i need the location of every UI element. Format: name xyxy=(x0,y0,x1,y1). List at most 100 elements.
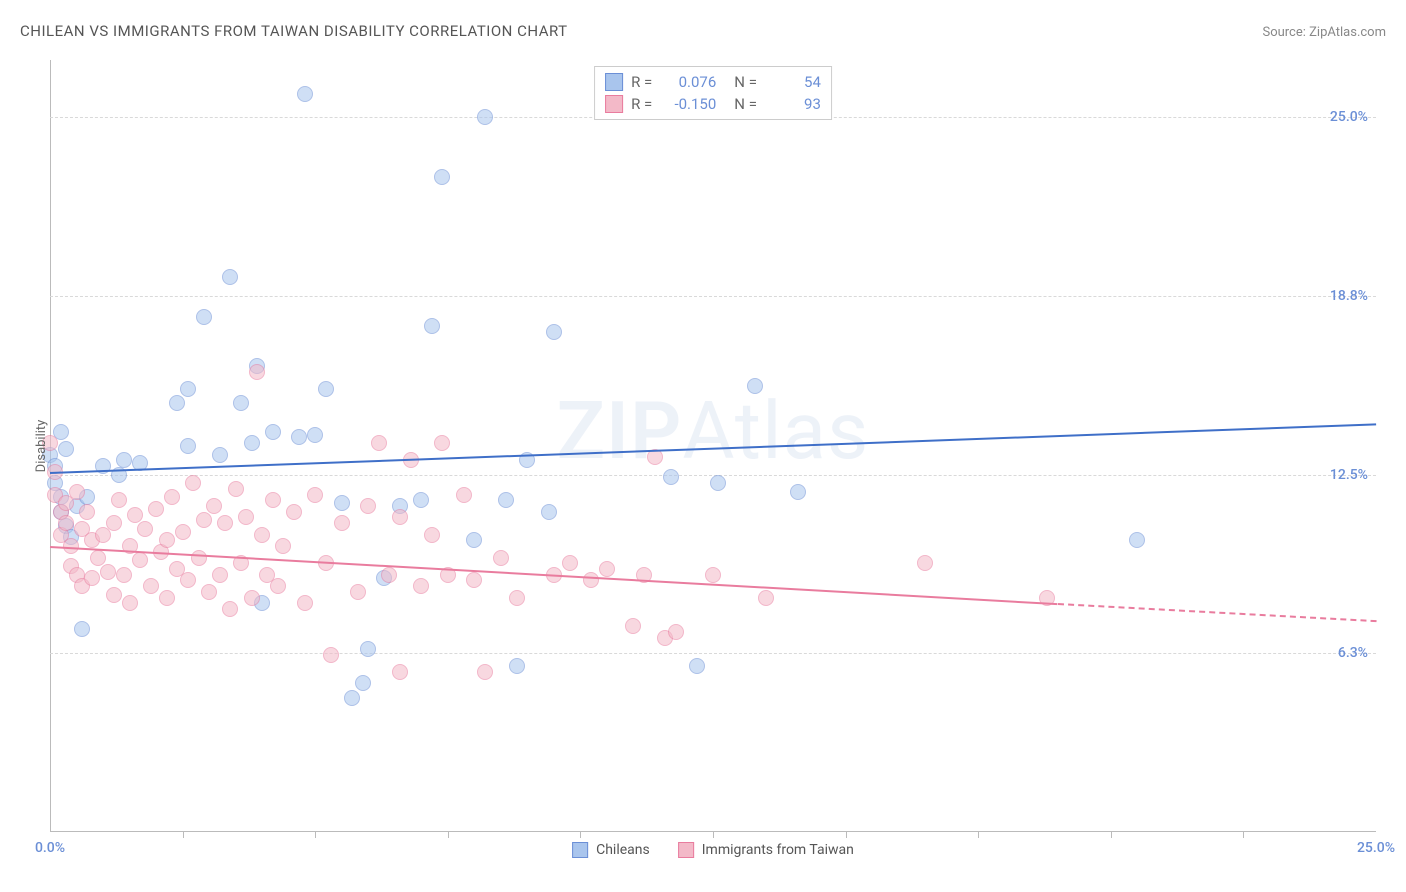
x-tick-mark xyxy=(580,832,581,838)
scatter-point xyxy=(217,515,233,531)
scatter-point xyxy=(307,427,323,443)
scatter-point xyxy=(541,504,557,520)
scatter-point xyxy=(84,570,100,586)
scatter-point xyxy=(244,590,260,606)
grid-line xyxy=(50,653,1376,654)
legend-r-value: -0.150 xyxy=(660,95,716,113)
scatter-point xyxy=(509,658,525,674)
trend-line xyxy=(50,546,1058,605)
scatter-point xyxy=(164,489,180,505)
x-tick-mark xyxy=(713,832,714,838)
scatter-point xyxy=(111,492,127,508)
scatter-point xyxy=(493,550,509,566)
scatter-point xyxy=(116,567,132,583)
scatter-point xyxy=(169,395,185,411)
y-axis-label: Disability xyxy=(34,420,49,473)
scatter-point xyxy=(498,492,514,508)
scatter-point xyxy=(90,550,106,566)
scatter-point xyxy=(79,504,95,520)
scatter-point xyxy=(212,567,228,583)
scatter-point xyxy=(286,504,302,520)
scatter-point xyxy=(143,578,159,594)
scatter-point xyxy=(69,484,85,500)
x-tick-mark xyxy=(448,832,449,838)
scatter-point xyxy=(917,555,933,571)
scatter-point xyxy=(456,487,472,503)
scatter-point xyxy=(583,572,599,588)
legend-swatch xyxy=(678,842,694,858)
scatter-point xyxy=(265,492,281,508)
scatter-point xyxy=(148,501,164,517)
scatter-point xyxy=(201,584,217,600)
scatter-point xyxy=(191,550,207,566)
scatter-point xyxy=(233,395,249,411)
scatter-point xyxy=(180,438,196,454)
scatter-point xyxy=(127,507,143,523)
scatter-point xyxy=(244,435,260,451)
scatter-point xyxy=(747,378,763,394)
scatter-point xyxy=(392,509,408,525)
scatter-point xyxy=(175,524,191,540)
scatter-point xyxy=(371,435,387,451)
scatter-point xyxy=(122,595,138,611)
legend-r-label: R = xyxy=(631,73,652,91)
scatter-point xyxy=(392,664,408,680)
chart-area: ZIPAtlas 25.0%18.8%12.5%6.3%0.0%25.0% Di… xyxy=(50,60,1376,832)
grid-line xyxy=(50,296,1376,297)
scatter-point xyxy=(334,495,350,511)
scatter-point xyxy=(307,487,323,503)
scatter-point xyxy=(106,515,122,531)
scatter-point xyxy=(270,578,286,594)
scatter-point xyxy=(546,324,562,340)
series-legend: ChileansImmigrants from Taiwan xyxy=(572,842,854,858)
scatter-point xyxy=(275,538,291,554)
scatter-point xyxy=(318,381,334,397)
y-tick-label: 25.0% xyxy=(1330,109,1368,125)
legend-row: R =-0.150N =93 xyxy=(605,93,821,115)
scatter-point xyxy=(159,590,175,606)
scatter-point xyxy=(360,641,376,657)
scatter-point xyxy=(222,269,238,285)
scatter-point xyxy=(132,552,148,568)
scatter-point xyxy=(297,86,313,102)
scatter-point xyxy=(58,441,74,457)
scatter-point xyxy=(291,429,307,445)
scatter-point xyxy=(599,561,615,577)
x-tick-mark xyxy=(846,832,847,838)
scatter-point xyxy=(381,567,397,583)
scatter-point xyxy=(413,492,429,508)
scatter-point xyxy=(265,424,281,440)
scatter-point xyxy=(196,512,212,528)
scatter-point xyxy=(710,475,726,491)
scatter-point xyxy=(705,567,721,583)
y-tick-label: 6.3% xyxy=(1338,645,1368,661)
scatter-point xyxy=(466,532,482,548)
scatter-point xyxy=(228,481,244,497)
scatter-point xyxy=(74,621,90,637)
legend-n-value: 93 xyxy=(765,95,821,113)
legend-r-label: R = xyxy=(631,95,652,113)
scatter-point xyxy=(206,498,222,514)
scatter-point xyxy=(434,435,450,451)
scatter-point xyxy=(106,587,122,603)
x-tick-mark xyxy=(1111,832,1112,838)
scatter-point xyxy=(350,584,366,600)
correlation-legend: R =0.076N =54R =-0.150N =93 xyxy=(594,66,832,120)
scatter-point xyxy=(466,572,482,588)
scatter-point xyxy=(477,664,493,680)
legend-r-value: 0.076 xyxy=(660,73,716,91)
x-tick-label: 0.0% xyxy=(35,840,65,856)
legend-swatch xyxy=(605,95,623,113)
y-tick-label: 18.8% xyxy=(1330,288,1368,304)
scatter-point xyxy=(180,572,196,588)
trend-line-dash xyxy=(1058,603,1376,622)
x-tick-mark xyxy=(183,832,184,838)
x-tick-mark xyxy=(978,832,979,838)
legend-row: R =0.076N =54 xyxy=(605,71,821,93)
scatter-point xyxy=(424,318,440,334)
scatter-point xyxy=(424,527,440,543)
scatter-point xyxy=(1129,532,1145,548)
scatter-point xyxy=(137,521,153,537)
series-legend-item: Immigrants from Taiwan xyxy=(678,842,854,858)
legend-swatch xyxy=(572,842,588,858)
